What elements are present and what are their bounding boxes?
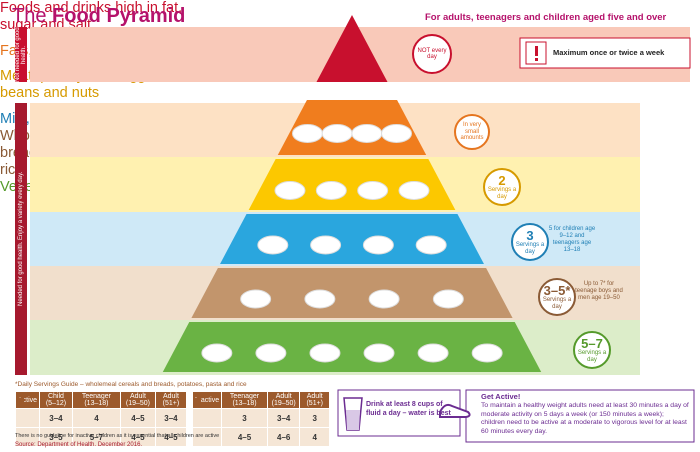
plate	[257, 235, 289, 255]
badge: In very small amounts	[454, 114, 490, 150]
badge: 3–5* Servings a day	[538, 278, 576, 316]
badge-number: 3–5*	[543, 283, 571, 298]
side-label: Not needed for good health.	[15, 27, 27, 82]
badge: NOT every day	[412, 34, 452, 74]
guide-title: *Daily Servings Guide – wholemeal cereal…	[15, 381, 247, 388]
footnote: There is no guideline for inactive child…	[15, 433, 220, 439]
table-cell: 4–5	[221, 427, 268, 447]
table-cell: 4	[71, 408, 121, 428]
warning-bar	[535, 46, 538, 56]
plate	[381, 124, 413, 143]
plate	[274, 181, 306, 200]
shoe-icon	[439, 403, 471, 418]
active-title: Get Active!	[481, 392, 521, 401]
table-header: Adult (19–50)	[266, 391, 301, 409]
source: Source: Department of Health. December 2…	[15, 442, 143, 448]
badge-number: 3	[526, 228, 534, 243]
badge-extra: 5 for children age 9–12 and teenagers ag…	[548, 226, 596, 253]
table-cell: 4–6	[266, 427, 301, 447]
plate	[315, 181, 347, 200]
plate	[291, 124, 323, 143]
table-header: Adult (19–50)	[119, 391, 156, 409]
badge-text: Servings a day	[487, 187, 517, 200]
table-cell: 3–4	[154, 408, 188, 428]
badge-text: In very small amounts	[460, 122, 484, 142]
side-label: Needed for good health. Enjoy a variety …	[15, 103, 27, 375]
active-box	[465, 389, 695, 443]
table-header: Adult (51+)	[154, 391, 188, 409]
badge-number: 2	[498, 173, 506, 188]
plate	[201, 343, 233, 363]
person-icon	[14, 392, 41, 428]
badge-text: Servings a day	[542, 297, 572, 310]
table-cell: 5–7	[71, 427, 121, 447]
badge: 5–7 Servings a day	[573, 331, 611, 369]
table-cell: 3	[221, 408, 268, 428]
badge-extra: Up to 7* for teenage boys and men age 19…	[575, 281, 623, 301]
plate	[309, 343, 341, 363]
badge-text: Servings a day	[515, 242, 545, 255]
water-text: Drink at least 8 cups of fluid a day – w…	[366, 401, 451, 417]
person-icon	[191, 392, 223, 447]
water-level	[346, 410, 360, 430]
title-light: The	[12, 5, 47, 27]
table-cell: 4–5	[119, 408, 156, 428]
plate	[310, 235, 342, 255]
plate	[368, 289, 400, 309]
warning-dot	[535, 58, 538, 61]
plate	[357, 181, 389, 200]
plate	[398, 181, 430, 200]
table-header: Teenager (13–18)	[221, 391, 268, 409]
badge-text: NOT every day	[417, 47, 447, 61]
note-text: Maximum once or twice a week	[553, 48, 665, 57]
table-header: Teenager (13–18)	[71, 391, 121, 409]
plate	[304, 289, 336, 309]
table-cell: 4–5	[154, 427, 188, 447]
title-bold: Food Pyramid	[52, 5, 186, 27]
person-figure	[17, 392, 24, 406]
pyramid-section	[220, 214, 484, 264]
servings-table: Active Child (5–12) Teenager (13–18) Adult …	[14, 391, 188, 447]
note-box	[519, 37, 691, 69]
plate	[362, 235, 394, 255]
pyramid-section	[191, 268, 513, 318]
table-cell: 4	[299, 427, 330, 447]
badge: 2 Servings a day	[483, 168, 521, 206]
plate	[363, 343, 395, 363]
table-header: Adult (51+)	[299, 391, 330, 409]
active-text: To maintain a healthy weight adults need…	[481, 402, 689, 435]
plate	[415, 235, 447, 255]
person-icon	[14, 392, 41, 447]
table-cell: 3	[299, 408, 330, 428]
servings-table: Inactive Teenager (13–18) Adult (19–50) Adu…	[191, 391, 330, 447]
person-figure	[194, 392, 201, 406]
title: The Food Pyramid	[12, 5, 185, 28]
plate	[471, 343, 503, 363]
plate	[321, 124, 353, 143]
pyramid-section	[316, 15, 388, 82]
badge-text: Servings a day	[577, 350, 607, 363]
table-cell: 4–5	[119, 427, 156, 447]
table-header: Child (5–12)	[39, 391, 73, 409]
badge-number: 5–7	[581, 336, 603, 351]
pyramid-section	[162, 322, 542, 372]
table-cell: 3–4	[39, 408, 73, 428]
plate	[417, 343, 449, 363]
plate	[255, 343, 287, 363]
subtitle: For adults, teenagers and children aged …	[425, 12, 667, 23]
plate	[240, 289, 272, 309]
person-icon	[191, 392, 223, 428]
table-cell: 3–5	[39, 427, 73, 447]
plate	[432, 289, 464, 309]
table-cell: 3–4	[266, 408, 301, 428]
badge: 3 Servings a day	[511, 223, 549, 261]
plate	[351, 124, 383, 143]
